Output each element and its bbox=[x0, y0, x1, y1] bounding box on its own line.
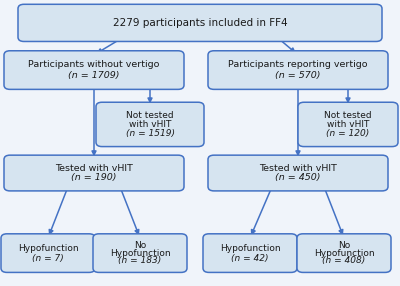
Text: Not tested: Not tested bbox=[126, 111, 174, 120]
Text: 2279 participants included in FF4: 2279 participants included in FF4 bbox=[113, 18, 287, 28]
Text: Tested with vHIT: Tested with vHIT bbox=[55, 164, 133, 173]
Text: (n = 570): (n = 570) bbox=[275, 71, 321, 80]
FancyBboxPatch shape bbox=[1, 234, 95, 272]
Text: with vHIT: with vHIT bbox=[129, 120, 171, 129]
Text: Not tested: Not tested bbox=[324, 111, 372, 120]
FancyBboxPatch shape bbox=[18, 4, 382, 41]
Text: Hypofunction: Hypofunction bbox=[220, 243, 280, 253]
Text: Hypofunction: Hypofunction bbox=[110, 249, 170, 258]
Text: No: No bbox=[134, 241, 146, 250]
Text: (n = 190): (n = 190) bbox=[71, 173, 117, 182]
Text: (n = 1709): (n = 1709) bbox=[68, 71, 120, 80]
Text: (n = 183): (n = 183) bbox=[118, 256, 162, 265]
Text: (n = 450): (n = 450) bbox=[275, 173, 321, 182]
Text: (n = 7): (n = 7) bbox=[32, 254, 64, 263]
Text: (n = 120): (n = 120) bbox=[326, 129, 370, 138]
FancyBboxPatch shape bbox=[208, 155, 388, 191]
FancyBboxPatch shape bbox=[203, 234, 297, 272]
Text: (n = 42): (n = 42) bbox=[231, 254, 269, 263]
Text: Hypofunction: Hypofunction bbox=[314, 249, 374, 258]
FancyBboxPatch shape bbox=[208, 51, 388, 89]
FancyBboxPatch shape bbox=[96, 102, 204, 147]
Text: (n = 408): (n = 408) bbox=[322, 256, 366, 265]
FancyBboxPatch shape bbox=[298, 102, 398, 147]
FancyBboxPatch shape bbox=[93, 234, 187, 272]
Text: with vHIT: with vHIT bbox=[327, 120, 369, 129]
Text: No: No bbox=[338, 241, 350, 250]
Text: Participants reporting vertigo: Participants reporting vertigo bbox=[228, 60, 368, 69]
FancyBboxPatch shape bbox=[4, 155, 184, 191]
Text: Tested with vHIT: Tested with vHIT bbox=[259, 164, 337, 173]
FancyBboxPatch shape bbox=[297, 234, 391, 272]
FancyBboxPatch shape bbox=[4, 51, 184, 89]
Text: Participants without vertigo: Participants without vertigo bbox=[28, 60, 160, 69]
Text: Hypofunction: Hypofunction bbox=[18, 243, 78, 253]
Text: (n = 1519): (n = 1519) bbox=[126, 129, 174, 138]
